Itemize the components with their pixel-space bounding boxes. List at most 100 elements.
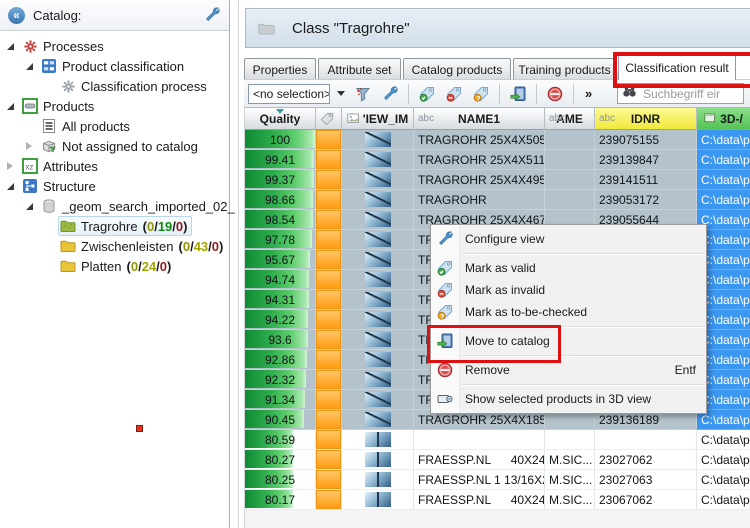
tree-item-classification-process[interactable]: Classification process — [0, 76, 229, 96]
table-row[interactable]: 90.45 TRAGROHR 25X4X1850 239136189 C:\data\… — [245, 410, 750, 430]
search-input[interactable] — [641, 85, 739, 102]
column-header-label: 3D-/ — [720, 111, 743, 126]
column-type-prefix: abc — [599, 113, 616, 124]
3d-path-cell: C:\data\p — [697, 330, 750, 350]
column-header-idnr[interactable]: abc IDNR — [595, 108, 697, 130]
tree-item-tragrohre[interactable]: Tragrohre (0/19/0) — [0, 216, 229, 236]
tag-invalid-icon — [436, 282, 454, 298]
quality-cell: 93.6 — [245, 330, 316, 350]
table-row[interactable]: 80.17 FRAESSP.NL 40X240 M.SIC... 23067062 C:… — [245, 490, 750, 510]
filter-icon[interactable] — [352, 83, 374, 105]
collapse-sidebar-button[interactable]: « — [8, 6, 25, 24]
tab-classification-result[interactable]: Classification result — [618, 55, 736, 80]
tree-item-structure[interactable]: Structure — [0, 176, 229, 196]
tree-expand-arrow-icon[interactable] — [7, 42, 14, 50]
column-header-ame[interactable]: abc AME — [545, 108, 595, 130]
tab-properties[interactable]: Properties — [244, 58, 316, 80]
3d-path-cell: C:\data\p — [697, 450, 750, 470]
menu-item-show-selected-products-in-3d-view[interactable]: Show selected products in 3D view — [431, 388, 706, 410]
tree-item-platten[interactable]: Platten (0/24/0) — [0, 256, 229, 276]
column-header-status[interactable] — [316, 108, 342, 130]
menu-item-label: Show selected products in 3D view — [465, 392, 652, 406]
quality-value: 100 — [269, 132, 291, 147]
mark-invalid-icon[interactable] — [443, 83, 465, 105]
column-header-3d-[interactable]: 3D-/ — [697, 108, 750, 130]
3d-path-cell: C:\data\p — [697, 270, 750, 290]
3d-path-cell: C:\data\p — [697, 170, 750, 190]
toolbar: <no selection> ? » — [244, 79, 750, 108]
tree-item-counts: (0/24/0) — [126, 258, 172, 274]
tag-gray-icon — [320, 112, 334, 126]
name2-cell: M.SIC... — [545, 450, 595, 470]
toolbar-overflow-button[interactable]: » — [585, 86, 594, 101]
name2-cell: M.SIC... — [545, 490, 595, 510]
tree-expand-arrow-icon[interactable] — [7, 162, 13, 170]
tab-attribute-set[interactable]: Attribute set — [318, 58, 401, 80]
menu-item-remove[interactable]: Remove Entf — [431, 359, 706, 381]
table-row[interactable]: 98.66 TRAGROHR 239053172 C:\data\p — [245, 190, 750, 210]
quality-bar — [245, 230, 313, 248]
table-row[interactable]: 80.27 FRAESSP.NL 40X247 M.SIC... 23027062 C:… — [245, 450, 750, 470]
preview-cell — [342, 490, 414, 510]
column-header-label: NAME1 — [457, 111, 500, 126]
menu-item-mark-as-to-be-checked[interactable]: ? Mark as to-be-checked — [431, 301, 706, 323]
tree-item-not-assigned-to-catalog[interactable]: Not assigned to catalog — [0, 136, 229, 156]
preview-thumbnail — [364, 432, 391, 447]
table-row[interactable]: 80.59 C:\data\p — [245, 430, 750, 450]
mark-valid-icon[interactable] — [416, 83, 438, 105]
column-type-prefix: abc — [549, 113, 566, 124]
preview-cell — [342, 350, 414, 370]
to-be-checked-status-badge — [316, 210, 341, 229]
table-row[interactable]: 80.25 FRAESSP.NL 1 13/16X247M.SIC...23027… — [245, 470, 750, 490]
tree-item-label: Platten — [81, 258, 122, 274]
tree-item-attributes[interactable]: xz Attributes — [0, 156, 229, 176]
preview-cell — [342, 330, 414, 350]
processes-icon — [22, 38, 38, 54]
column-header--iew-im[interactable]: 'IEW_IM — [342, 108, 414, 130]
menu-item-configure-view[interactable]: Configure view — [431, 228, 706, 250]
sort-descending-icon — [276, 109, 284, 114]
table-row[interactable]: 99.41 TRAGROHR 25X4X5110 239139847 C:\data\… — [245, 150, 750, 170]
menu-item-mark-as-valid[interactable]: Mark as valid — [431, 257, 706, 279]
quality-cell: 97.78 — [245, 230, 316, 250]
column-header-name1[interactable]: abc NAME1 — [414, 108, 545, 130]
tree-item--geom-search-imported-02-[interactable]: _geom_search_imported_02_ — [0, 196, 235, 216]
configure-catalog-wrench-icon[interactable] — [203, 6, 221, 24]
menu-separator — [462, 253, 704, 255]
tab-catalog-products[interactable]: Catalog products — [403, 58, 511, 80]
tree-expand-arrow-icon[interactable] — [7, 182, 14, 190]
tree-item-label: _geom_search_imported_02_ — [62, 198, 235, 214]
move-to-catalog-icon[interactable] — [507, 83, 529, 105]
annotation-red-dot — [136, 425, 143, 432]
preview-thumbnail — [364, 292, 391, 307]
mark-to-be-checked-icon[interactable]: ? — [470, 83, 492, 105]
tree-item-zwischenleisten[interactable]: Zwischenleisten (0/43/0) — [0, 236, 229, 256]
selection-dropdown[interactable]: <no selection> — [248, 83, 330, 104]
table-row[interactable]: 99.37 TRAGROHR 25X4X4957 239141511 C:\data\… — [245, 170, 750, 190]
quality-bar — [245, 390, 306, 408]
validation-status-cell — [316, 430, 342, 450]
menu-item-move-to-catalog[interactable]: Move to catalog — [431, 330, 706, 352]
to-be-checked-status-badge — [316, 150, 341, 169]
tree-expand-arrow-icon[interactable] — [26, 142, 32, 150]
validation-status-cell — [316, 150, 342, 170]
tree-item-product-classification[interactable]: Product classification — [0, 56, 229, 76]
table-row[interactable]: 100 TRAGROHR 25X4X5050 239075155 C:\data\p — [245, 130, 750, 150]
quality-value: 94.22 — [264, 312, 296, 327]
configure-view-wrench-icon[interactable] — [379, 83, 401, 105]
column-header-quality[interactable]: Quality — [245, 108, 316, 130]
tree-item-processes[interactable]: Processes — [0, 36, 229, 56]
tree-expand-arrow-icon[interactable] — [26, 202, 33, 210]
tab-training-products[interactable]: Training products — [513, 58, 616, 80]
tree-item-all-products[interactable]: All products — [0, 116, 229, 136]
tree-item-products[interactable]: Products — [0, 96, 229, 116]
menu-item-mark-as-invalid[interactable]: Mark as invalid — [431, 279, 706, 301]
tree-expand-arrow-icon[interactable] — [7, 102, 14, 110]
tree-expand-arrow-icon[interactable] — [26, 62, 33, 70]
selection-dropdown-arrow-icon[interactable] — [335, 84, 347, 104]
column-header-label: 'IEW_IM — [362, 111, 409, 126]
remove-icon[interactable] — [544, 83, 566, 105]
quality-value: 94.74 — [264, 272, 296, 287]
tree-item-counts: (0/19/0) — [142, 218, 188, 234]
